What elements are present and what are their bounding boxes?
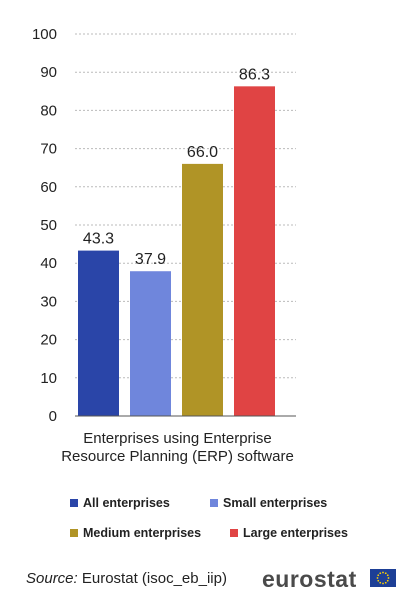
bar-small-enterprises [130, 271, 171, 416]
flag-star [379, 581, 382, 584]
bar-chart: 0 10 20 30 40 50 60 70 80 90 100 43.3 37.9 66.0 86.3 [32, 26, 296, 425]
source-label: Source: [26, 570, 78, 587]
flag-star [386, 574, 389, 577]
eurostat-logo: eurostat [262, 566, 357, 592]
y-tick-label: 20 [40, 332, 57, 349]
legend-item-small: Small enterprises [210, 496, 327, 510]
y-tick-label: 10 [40, 370, 57, 387]
legend-item-all: All enterprises [70, 496, 170, 510]
legend-label-small: Small enterprises [223, 496, 328, 510]
data-label: 37.9 [135, 251, 166, 268]
legend-label-large: Large enterprises [243, 526, 348, 540]
flag-star [376, 577, 379, 579]
eu-flag-icon [370, 569, 396, 587]
legend-label-all: All enterprises [83, 496, 170, 510]
flag-star [382, 571, 384, 574]
data-label: 86.3 [239, 66, 270, 83]
y-tick-label: 30 [40, 293, 57, 310]
source-text: Eurostat (isoc_eb_iip) [81, 570, 227, 587]
y-tick-label: 70 [40, 141, 57, 158]
bar-all-enterprises [78, 250, 119, 416]
data-label: 66.0 [187, 144, 218, 161]
legend-swatch-medium [70, 529, 78, 537]
bar-medium-enterprises [182, 163, 223, 416]
flag-star [384, 572, 387, 575]
legend-swatch-large [230, 529, 238, 537]
legend-item-medium: Medium enterprises [70, 526, 201, 540]
flag-star [377, 574, 380, 577]
y-tick-label: 80 [40, 102, 57, 119]
data-labels: 43.3 37.9 66.0 86.3 [83, 66, 270, 268]
y-axis-ticks: 0 10 20 30 40 50 60 70 80 90 100 [32, 26, 57, 425]
y-tick-label: 40 [40, 255, 57, 272]
flag-star [384, 581, 387, 584]
bar-large-enterprises [234, 86, 275, 417]
source-note: Source: Eurostat (isoc_eb_iip) [26, 570, 227, 587]
flag-star [382, 582, 384, 585]
legend-swatch-all [70, 499, 78, 507]
y-tick-label: 90 [40, 64, 57, 81]
legend-label-medium: Medium enterprises [83, 526, 202, 540]
flag-star [386, 579, 389, 582]
y-tick-label: 0 [49, 408, 57, 425]
y-tick-label: 100 [32, 26, 57, 43]
legend-swatch-small [210, 499, 218, 507]
flag-star [377, 579, 380, 582]
flag-star [379, 572, 382, 575]
category-label: Enterprises using Enterprise Resource Pl… [61, 430, 294, 465]
flag-star [387, 577, 390, 579]
data-label: 43.3 [83, 231, 114, 248]
y-tick-label: 50 [40, 217, 57, 234]
bars [78, 86, 275, 417]
y-tick-label: 60 [40, 179, 57, 196]
legend-item-large: Large enterprises [230, 526, 348, 540]
